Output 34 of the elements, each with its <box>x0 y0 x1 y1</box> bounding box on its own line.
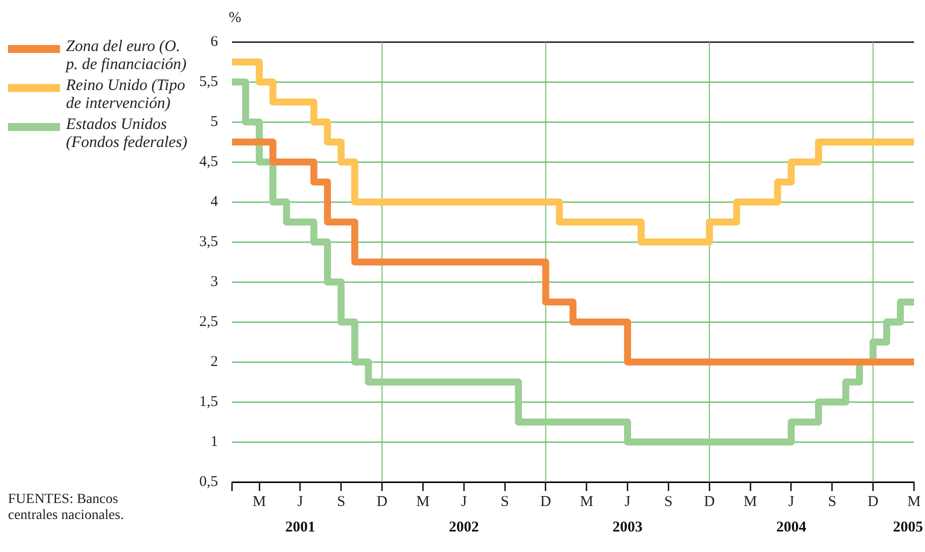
legend-label: Estados Unidos (Fondos federales) <box>66 116 188 152</box>
legend-label: Zona del euro (O. p. de financiación) <box>66 38 188 74</box>
x-tick-label: M <box>252 494 266 510</box>
x-tick-label: D <box>376 494 388 510</box>
y-tick-label: 4 <box>210 194 218 210</box>
y-tick-label: 3,5 <box>199 234 218 250</box>
category-label: J 2001 <box>285 494 316 536</box>
x-tick-label: D <box>704 494 715 510</box>
y-tick-label: 3 <box>210 274 218 290</box>
y-tick-label: 1,5 <box>199 394 218 410</box>
x-tick-label: D <box>868 494 879 510</box>
y-tick-label: 1 <box>210 434 218 450</box>
x-tick-label: S <box>336 494 346 510</box>
y-axis-title: % <box>228 10 242 26</box>
y-tick-label: 2 <box>210 354 218 370</box>
x-tick-label: S <box>500 494 509 510</box>
x-tick-label: M <box>744 494 757 510</box>
x-tick-label: S <box>828 494 836 510</box>
category-label: M 2005 <box>893 494 923 536</box>
y-tick-label: 4,5 <box>199 154 218 170</box>
y-tick-label: 5 <box>210 114 218 130</box>
x-tick-label: D <box>540 494 552 510</box>
legend-label: Reino Unido (Tipo de intervención) <box>66 77 186 113</box>
category-label: J 2002 <box>448 494 479 536</box>
y-tick-label: 2,5 <box>199 314 218 330</box>
source-note: FUENTES: Bancos centrales nacionales. <box>8 492 125 524</box>
x-tick-label: S <box>664 494 673 510</box>
y-tick-label: 6 <box>210 34 218 50</box>
x-tick-label: M <box>580 494 594 510</box>
y-tick-label: 0,5 <box>199 474 218 490</box>
category-label: J 2004 <box>776 494 806 536</box>
category-label: J 2003 <box>612 494 643 536</box>
y-tick-label: 5,5 <box>199 74 218 90</box>
x-tick-label: M <box>416 494 430 510</box>
